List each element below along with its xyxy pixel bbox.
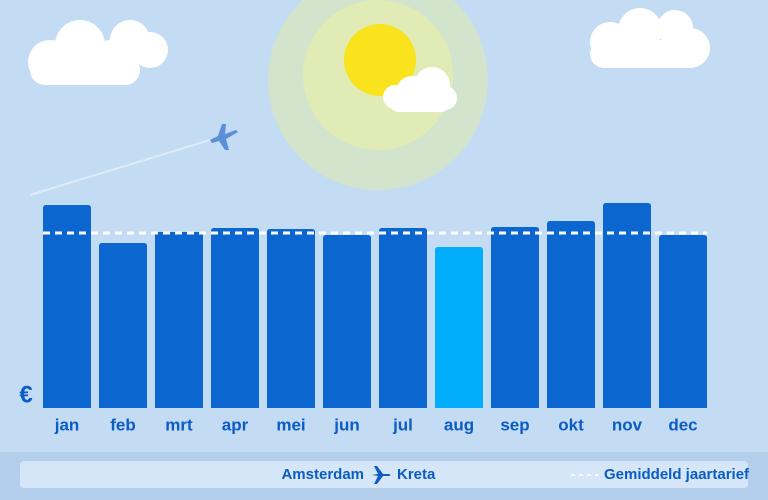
bar — [155, 232, 203, 408]
x-tick-label: jan — [54, 415, 80, 434]
x-tick-label: okt — [558, 415, 584, 434]
x-tick-label: apr — [222, 415, 249, 434]
bar — [43, 205, 91, 408]
cloud — [28, 20, 168, 85]
bar — [379, 228, 427, 408]
x-tick-label: jun — [333, 415, 360, 434]
bar — [211, 228, 259, 408]
x-tick-label: sep — [500, 415, 529, 434]
plot: jan feb mrt apr mei jun jul aug sep okt nov dec — [43, 203, 707, 434]
bar — [491, 227, 539, 408]
route-plane-icon — [372, 466, 391, 484]
cloud — [590, 8, 710, 68]
route-from: Amsterdam — [281, 466, 364, 483]
currency-label: € — [19, 381, 32, 408]
bar — [547, 221, 595, 408]
sun — [268, 0, 488, 190]
route-to: Kreta — [397, 466, 436, 483]
contrail — [29, 139, 211, 196]
bar — [603, 203, 651, 408]
airplane — [210, 124, 238, 150]
cloud — [383, 67, 457, 112]
x-tick-label: dec — [668, 415, 697, 434]
x-tick-label: jul — [392, 415, 413, 434]
bar — [659, 235, 707, 408]
bar — [323, 235, 371, 408]
x-tick-label: mei — [276, 415, 305, 434]
bar — [267, 229, 315, 408]
bar — [435, 247, 483, 408]
x-tick-label: mrt — [165, 415, 193, 434]
x-tick-label: nov — [612, 415, 643, 434]
x-tick-label: aug — [444, 415, 474, 434]
x-tick-label: feb — [110, 415, 136, 434]
legend-label: Gemiddeld jaartarief — [604, 466, 750, 483]
bar — [99, 243, 147, 408]
